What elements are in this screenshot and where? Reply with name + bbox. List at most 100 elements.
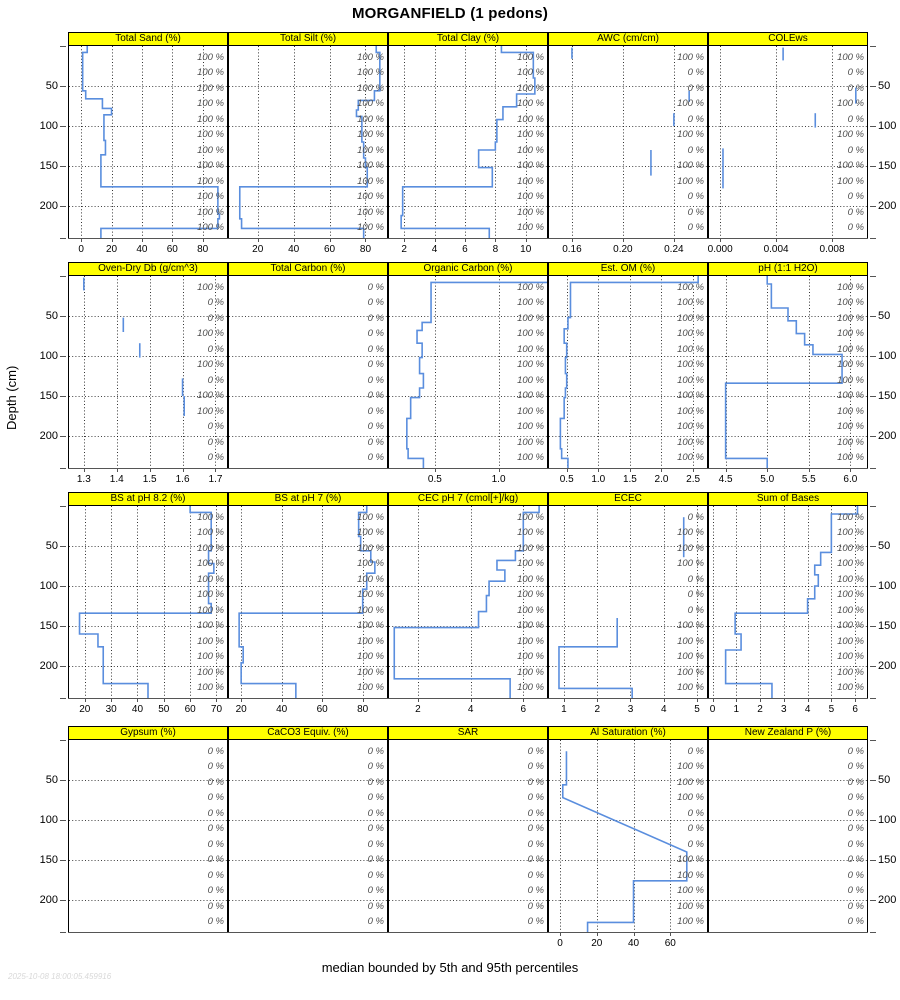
depth-tick-label-left: 100 <box>39 814 58 826</box>
x-tick-label: 0 <box>709 704 716 715</box>
x-tick-label: 20 <box>252 244 264 255</box>
percent-label: 100 % <box>837 682 864 693</box>
x-tick-mark <box>137 698 138 702</box>
x-tick-label: 0.16 <box>562 244 582 255</box>
panel-svg <box>709 46 867 238</box>
x-tick-label: 4 <box>431 244 438 255</box>
percent-label: 100 % <box>677 405 704 417</box>
percent-label: 100 % <box>677 916 704 927</box>
x-tick-label: 6 <box>520 704 527 715</box>
percent-label: 100 % <box>837 129 864 141</box>
depth-tick-label-right: 200 <box>878 430 897 442</box>
depth-tick-mark <box>60 780 66 781</box>
depth-tick-mark <box>870 206 876 207</box>
percent-label: 100 % <box>517 573 544 585</box>
depth-tick-label-right: 150 <box>878 160 897 172</box>
percent-label: 100 % <box>197 359 224 371</box>
percent-label: 100 % <box>677 98 704 110</box>
x-tick-label: 4 <box>804 704 811 715</box>
percent-label: 0 % <box>527 916 544 927</box>
x-tick-mark <box>661 468 662 472</box>
percent-label: 100 % <box>677 359 704 371</box>
percent-label: 100 % <box>677 792 704 804</box>
percent-label: 100 % <box>677 343 704 355</box>
percent-label: 0 % <box>847 67 864 79</box>
x-axis: 20 40 60 80 <box>229 698 387 718</box>
panel-awc-cm-cm: AWC (cm/cm) 100 % 0 % 0 % 100 % 0 % 100 % 0 % 10… <box>548 32 708 238</box>
x-tick-mark <box>117 468 118 472</box>
x-tick-label: 80 <box>359 244 372 255</box>
percent-label: 100 % <box>837 312 864 324</box>
percent-label: 100 % <box>357 191 384 203</box>
depth-tick-label-left: 200 <box>39 660 58 672</box>
percent-label: 100 % <box>197 512 224 523</box>
percent-label: 0 % <box>207 374 224 386</box>
percent-label: 100 % <box>357 604 384 616</box>
depth-axis-end-tick <box>60 932 66 933</box>
depth-tick-label-left: 200 <box>39 894 58 906</box>
percent-label: 100 % <box>197 589 224 601</box>
percent-label: 100 % <box>357 620 384 632</box>
x-tick-label: 6 <box>852 704 858 715</box>
panel-plot-area: 100 % 100 % 100 % 100 % 100 % 100 % 100 % 100 %… <box>708 276 868 468</box>
percent-label: 100 % <box>197 144 224 156</box>
percent-label: 0 % <box>527 807 544 819</box>
x-tick-mark <box>809 468 810 472</box>
x-tick-label: 1.5 <box>142 474 157 485</box>
x-tick-mark <box>855 698 856 702</box>
x-tick-label: 40 <box>131 704 144 715</box>
percent-label: 100 % <box>357 542 384 554</box>
x-tick-label: 2 <box>401 244 407 255</box>
percent-label: 0 % <box>207 761 224 773</box>
depth-tick-label-left: 50 <box>45 310 58 322</box>
percent-label: 100 % <box>837 160 864 172</box>
percent-label: 0 % <box>207 421 224 433</box>
percent-label: 100 % <box>197 98 224 110</box>
percent-label: 100 % <box>517 620 544 632</box>
x-tick-mark <box>81 238 82 242</box>
depth-tick-mark <box>60 586 66 587</box>
x-tick-mark <box>726 468 727 472</box>
depth-tick-label-right: 50 <box>878 774 891 786</box>
panel-plot-area: 100 % 100 % 100 % 100 % 100 % 100 % 100 % 100 %… <box>228 506 388 698</box>
percent-label: 0 % <box>847 838 864 850</box>
x-tick-label: 0.004 <box>763 244 789 255</box>
percent-label: 0 % <box>207 869 224 881</box>
x-tick-label: 1.0 <box>491 474 506 485</box>
depth-tick-label-right: 200 <box>878 660 897 672</box>
x-tick-label: 20 <box>79 704 91 715</box>
x-tick-label: 4.5 <box>718 474 733 485</box>
x-tick-mark <box>216 698 217 702</box>
x-tick-mark <box>471 698 472 702</box>
percent-label: 100 % <box>517 374 544 386</box>
percent-label: 100 % <box>837 405 864 417</box>
percent-label: 100 % <box>517 129 544 141</box>
percent-label: 0 % <box>367 312 384 324</box>
x-tick-mark <box>203 238 204 242</box>
panel-svg <box>69 276 227 468</box>
x-axis-spine <box>68 238 868 239</box>
percent-label: 100 % <box>197 82 224 94</box>
percent-label: 100 % <box>197 390 224 402</box>
panel-plot-area: 100 % 100 % 100 % 100 % 100 % 100 % 100 % 100 %… <box>388 276 548 468</box>
percent-label: 100 % <box>837 604 864 616</box>
x-tick-mark <box>418 698 419 702</box>
percent-label: 100 % <box>517 390 544 402</box>
percent-label: 100 % <box>677 52 704 63</box>
depth-tick-mark <box>870 780 876 781</box>
x-tick-mark <box>564 698 565 702</box>
percent-label: 100 % <box>677 558 704 570</box>
percent-label: 100 % <box>517 144 544 156</box>
percent-label: 0 % <box>847 885 864 897</box>
percent-label: 0 % <box>847 823 864 835</box>
panel-title: ECEC <box>548 492 708 506</box>
panel-svg <box>389 46 547 238</box>
percent-label: 100 % <box>837 98 864 110</box>
profile-line <box>81 46 221 238</box>
percent-label: 100 % <box>517 666 544 678</box>
percent-label: 100 % <box>357 175 384 187</box>
panel-title: Total Silt (%) <box>228 32 388 46</box>
panel-plot-area: 100 % 100 % 100 % 100 % 100 % 100 % 100 % 100 %… <box>228 46 388 238</box>
panel-plot-area: 100 % 100 % 100 % 100 % 100 % 100 % 100 % 100 %… <box>388 46 548 238</box>
percent-label: 100 % <box>197 191 224 203</box>
